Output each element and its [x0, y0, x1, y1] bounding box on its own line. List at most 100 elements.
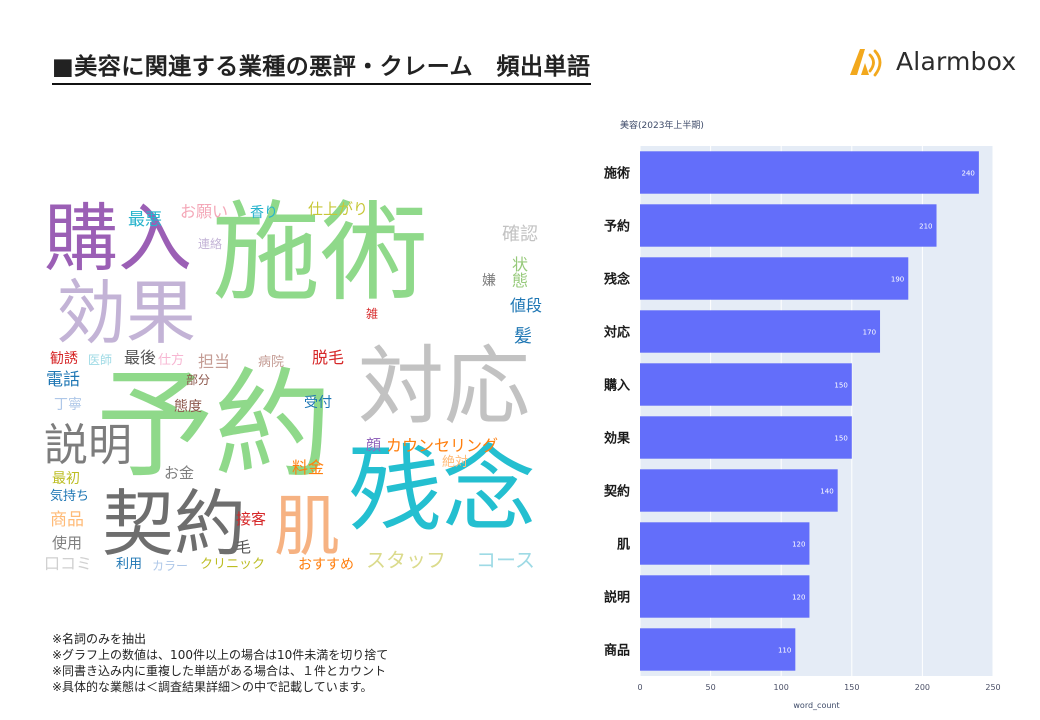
wordcloud-word: 部分 [186, 373, 211, 387]
x-tick-label: 50 [706, 683, 716, 692]
bar-value-label: 210 [919, 223, 932, 231]
x-tick-label: 100 [774, 683, 789, 692]
bar-value-label: 120 [792, 594, 805, 602]
word-cloud: 施術 予約 購入 効果 対応 残念 契約 肌 説明 最悪 お願い 香り 仕上がり… [40, 198, 555, 580]
bar-chart: 美容(2023年上半期) 0 50 100 150 200 250 240 施術 210 予約 190… [590, 110, 1030, 715]
wordcloud-word: 料金 [292, 458, 325, 477]
wordcloud-word: 態度 [174, 399, 202, 415]
wordcloud-word: 効果 [56, 272, 196, 354]
wordcloud-word: 口コミ [44, 554, 93, 573]
alarmbox-logo-text: Alarmbox [896, 46, 1017, 76]
wordcloud-word: 最初 [52, 471, 80, 487]
category-label: 残念 [604, 272, 630, 288]
wordcloud-word: 契約 [102, 482, 247, 566]
wordcloud-word: 状態 [509, 256, 528, 288]
category-label: 対応 [603, 325, 630, 341]
x-tick-label: 200 [915, 683, 930, 692]
chart-title: 美容(2023年上半期) [620, 119, 704, 131]
bar-value-label: 140 [820, 488, 833, 496]
wordcloud-word: 仕方 [158, 353, 185, 368]
wordcloud-word: 香り [250, 205, 278, 221]
bar-value-label: 170 [863, 329, 876, 337]
wordcloud-word: 値段 [510, 296, 543, 315]
bar-value-label: 110 [778, 647, 791, 655]
footnote-line: ※名詞のみを抽出 [52, 632, 147, 646]
wordcloud-word: クリニック [200, 557, 266, 572]
bar-value-label: 150 [834, 382, 847, 390]
footnote-line: ※グラフ上の数値は、100件以上の場合は10件未満を切り捨て [52, 648, 389, 662]
wordcloud-word: 嫌 [482, 273, 496, 289]
wordcloud-word: 対応 [358, 337, 530, 437]
x-axis-title: word_count [793, 701, 839, 710]
bar [640, 151, 979, 194]
bar [640, 257, 909, 300]
wordcloud-word: おすすめ [298, 557, 354, 573]
bar-value-label: 120 [792, 541, 805, 549]
bar [640, 469, 838, 512]
category-label: 効果 [604, 431, 630, 447]
wordcloud-word: 髪 [514, 326, 532, 347]
bar [640, 310, 881, 353]
wordcloud-word: 絶対 [442, 455, 469, 470]
wordcloud-word: コース [476, 548, 535, 572]
bar [640, 363, 852, 406]
footnote-line: ※同書き込み内に重複した単語がある場合は、１件とカウント [52, 664, 387, 678]
wordcloud-word: 丁寧 [54, 397, 82, 413]
wordcloud-word: 脱毛 [312, 348, 345, 367]
wordcloud-word: 医師 [88, 353, 113, 367]
wordcloud-word: 接客 [236, 510, 267, 528]
footnote-line: ※具体的な業態は＜調査結果詳細＞の中で記載しています。 [52, 680, 373, 694]
bar [640, 204, 937, 247]
wordcloud-word: 確認 [502, 224, 538, 245]
x-tick-label: 0 [637, 683, 642, 692]
category-label: 施術 [604, 166, 630, 182]
wordcloud-word: 勧誘 [50, 351, 78, 367]
wordcloud-word: カウンセリング [386, 436, 499, 455]
wordcloud-word: 最悪 [128, 210, 162, 230]
wordcloud-word: 仕上がり [308, 200, 369, 218]
wordcloud-word: 使用 [52, 534, 83, 552]
wordcloud-word: 最後 [124, 348, 157, 367]
category-label: 予約 [604, 219, 630, 235]
wordcloud-word: 気持ち [50, 489, 90, 504]
category-label: 説明 [604, 590, 630, 606]
bar-chart-svg: 美容(2023年上半期) 0 50 100 150 200 250 240 施術 210 予約 190… [603, 119, 1001, 710]
wordcloud-word: カラー [152, 559, 189, 573]
alarmbox-logo-icon [850, 49, 882, 77]
wordcloud-word: 担当 [198, 352, 231, 371]
category-label: 肌 [617, 538, 630, 553]
wordcloud-word: 病院 [258, 355, 285, 370]
wordcloud-word: 利用 [116, 557, 143, 572]
x-tick-label: 150 [844, 683, 859, 692]
bar-value-label: 150 [834, 435, 847, 443]
bar [640, 575, 810, 618]
page-title: ■美容に関連する業種の悪評・クレーム 頻出単語 [52, 52, 591, 85]
bar [640, 416, 852, 459]
footnotes: ※名詞のみを抽出 ※グラフ上の数値は、100件以上の場合は10件未満を切り捨て … [52, 631, 388, 695]
bar-value-label: 190 [891, 276, 904, 284]
wordcloud-word: 予約 [96, 356, 333, 494]
category-label: 契約 [603, 484, 630, 500]
alarmbox-logo: Alarmbox [848, 43, 1016, 79]
wordcloud-word: 連絡 [198, 237, 223, 251]
bar-value-label: 240 [962, 170, 975, 178]
wordcloud-word: 受付 [304, 395, 332, 411]
wordcloud-word: 顔 [366, 436, 382, 454]
x-tick-label: 250 [985, 683, 1000, 692]
bar [640, 522, 810, 565]
wordcloud-word: 電話 [46, 370, 80, 390]
wordcloud-word: 購入 [44, 196, 192, 282]
bar [640, 628, 796, 671]
wordcloud-word: 商品 [50, 510, 84, 530]
category-label: 購入 [603, 378, 630, 394]
wordcloud-word: 肌 [274, 488, 340, 565]
wordcloud-word: 説明 [44, 420, 132, 471]
wordcloud-word: 雑 [366, 307, 379, 321]
wordcloud-word: スタッフ [366, 548, 446, 572]
wordcloud-word: 毛 [236, 538, 252, 556]
category-label: 商品 [604, 643, 630, 659]
wordcloud-word: 施術 [212, 191, 429, 316]
wordcloud-word: お金 [164, 464, 195, 482]
wordcloud-word: 残念 [348, 436, 537, 545]
wordcloud-word: お願い [180, 202, 229, 221]
